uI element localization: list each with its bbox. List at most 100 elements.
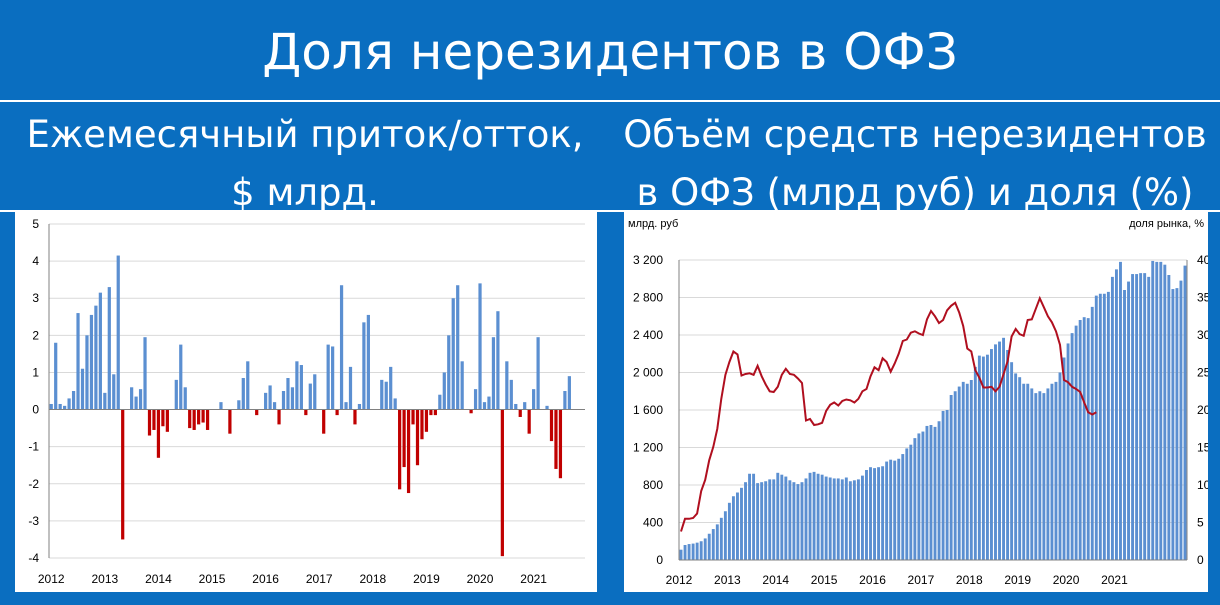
outflow-bar xyxy=(411,409,415,425)
holdings-bar xyxy=(796,484,800,560)
holdings-bar xyxy=(687,544,691,560)
right-chart-heading: Объём средств нерезидентов в ОФЗ (млрд р… xyxy=(610,106,1220,222)
outflow-bar xyxy=(228,409,232,434)
holdings-chart: млрд. руб доля рынка, % 3 200 2 800 2 400 2 0… xyxy=(628,218,1208,587)
inflow-bar xyxy=(451,298,455,410)
right-y-tick-label: 10 xyxy=(1197,478,1208,492)
inflow-bar xyxy=(67,398,71,410)
holdings-bar xyxy=(740,487,743,560)
outflow-bar xyxy=(201,409,205,423)
holdings-bar xyxy=(752,473,756,560)
inflow-bar xyxy=(295,361,299,410)
left-y-tick-label: 2 800 xyxy=(633,291,663,305)
holdings-bar xyxy=(832,478,836,560)
holdings-bar xyxy=(921,431,925,560)
holdings-bar xyxy=(695,542,699,560)
holdings-bar xyxy=(1030,388,1034,560)
holdings-bar xyxy=(961,381,965,560)
holdings-bar xyxy=(691,543,695,560)
holdings-bar xyxy=(937,421,941,560)
inflow-bar xyxy=(308,383,312,410)
inflow-bar xyxy=(183,387,187,410)
x-tick-label: 2018 xyxy=(956,573,983,587)
right-y-tick-label: 5 xyxy=(1197,516,1204,530)
inflow-bar xyxy=(54,342,58,410)
outflow-bar xyxy=(121,409,125,540)
left-chart-heading: Ежемесячный приток/отток, $ млрд. xyxy=(0,106,610,222)
holdings-bar xyxy=(1070,333,1074,560)
right-y-tick-label: 0 xyxy=(1197,553,1204,567)
holdings-bar xyxy=(731,496,735,560)
holdings-bar xyxy=(1042,393,1046,560)
right-y-tick-label: 20 xyxy=(1197,403,1208,417)
inflow-bar xyxy=(491,337,496,410)
inflow-bar xyxy=(567,376,571,410)
holdings-bar xyxy=(1131,274,1135,560)
holdings-bar xyxy=(953,391,957,560)
x-tick-label: 2020 xyxy=(467,572,494,586)
inflow-bar xyxy=(326,344,330,410)
holdings-bar xyxy=(744,482,747,560)
x-tick-label: 2016 xyxy=(859,573,886,587)
holdings-bar xyxy=(788,480,792,560)
inflow-bar xyxy=(76,313,80,410)
holdings-bar xyxy=(990,349,993,560)
holdings-bar xyxy=(703,538,707,560)
inflow-bar xyxy=(219,402,223,410)
holdings-bar xyxy=(1094,295,1098,560)
x-tick-label: 2016 xyxy=(252,572,279,586)
outflow-bar xyxy=(147,409,152,436)
holdings-bar xyxy=(1046,388,1050,560)
holdings-bar xyxy=(945,410,949,560)
right-heading-line1: Объём средств нерезидентов xyxy=(623,113,1207,156)
inflow-bar xyxy=(89,314,94,410)
holdings-bar xyxy=(1171,289,1175,560)
inflow-bar xyxy=(268,385,272,410)
outflow-bar xyxy=(335,409,339,416)
flows-chart-panel: 5 4 3 2 1 0 -1 -2 -3 -4 2012 2013 2014 2015 2016 2017 20… xyxy=(15,212,597,592)
inflow-bar xyxy=(487,396,491,410)
x-tick-label: 2021 xyxy=(520,572,547,586)
inflow-bar xyxy=(393,398,397,410)
inflow-bar xyxy=(237,400,241,410)
holdings-bar xyxy=(772,479,776,560)
holdings-bar xyxy=(1123,290,1126,560)
inflow-bar xyxy=(348,366,353,410)
y-tick-label: 3 xyxy=(32,291,39,305)
holdings-bar xyxy=(756,483,760,560)
inflow-bar xyxy=(103,392,107,410)
holdings-bar xyxy=(1143,273,1147,560)
outflow-bar xyxy=(518,409,522,417)
outflow-bar xyxy=(420,409,424,440)
holdings-bar xyxy=(1106,291,1110,560)
inflow-bar xyxy=(272,402,277,410)
x-tick-label: 2014 xyxy=(762,573,789,587)
inflow-bar xyxy=(384,381,388,410)
holdings-bar xyxy=(1139,273,1143,560)
holdings-bar xyxy=(973,366,977,560)
holdings-bar xyxy=(723,511,727,560)
holdings-chart-panel: млрд. руб доля рынка, % 3 200 2 800 2 400 2 0… xyxy=(624,212,1208,592)
outflow-bar xyxy=(406,409,411,494)
holdings-bar xyxy=(768,479,772,560)
holdings-bar xyxy=(925,425,929,560)
holdings-bar xyxy=(715,524,719,560)
holdings-bar xyxy=(860,475,864,560)
outflow-bar xyxy=(152,409,156,430)
holdings-bar xyxy=(1002,337,1006,560)
inflow-bar xyxy=(63,405,67,410)
x-tick-label: 2015 xyxy=(199,572,226,586)
inflow-bar xyxy=(299,365,303,410)
outflow-bar xyxy=(424,409,429,432)
outflow-bar xyxy=(161,409,165,427)
inflow-bar xyxy=(286,378,290,410)
holdings-bar xyxy=(816,473,820,560)
outflow-bar xyxy=(469,409,473,414)
holdings-bar xyxy=(929,425,933,560)
holdings-bar xyxy=(1086,318,1090,560)
inflow-bar xyxy=(281,391,286,410)
left-y-tick-label: 0 xyxy=(656,553,663,567)
outflow-bar xyxy=(197,409,201,425)
inflow-bar xyxy=(447,335,451,410)
inflow-bar xyxy=(331,346,335,410)
